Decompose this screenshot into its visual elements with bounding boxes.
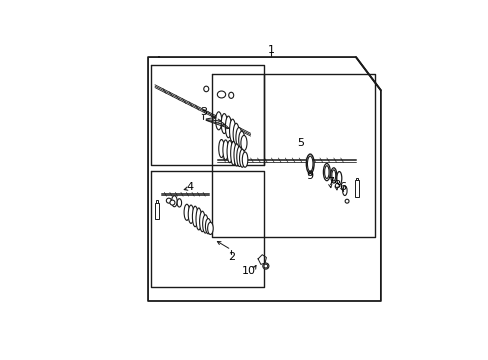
Ellipse shape (323, 163, 329, 181)
Bar (355, 180, 359, 197)
Ellipse shape (331, 170, 335, 181)
Text: 2: 2 (227, 252, 234, 262)
Ellipse shape (330, 168, 336, 183)
Ellipse shape (233, 144, 239, 166)
Ellipse shape (183, 204, 189, 220)
Ellipse shape (241, 135, 246, 150)
Ellipse shape (217, 91, 225, 98)
Ellipse shape (239, 149, 244, 167)
Ellipse shape (188, 205, 193, 223)
Ellipse shape (199, 211, 205, 232)
Text: 1: 1 (267, 45, 274, 55)
Ellipse shape (223, 140, 228, 160)
Ellipse shape (307, 156, 312, 171)
Text: 10: 10 (242, 266, 256, 275)
Ellipse shape (233, 123, 239, 145)
Ellipse shape (192, 206, 198, 227)
Text: 8: 8 (332, 180, 340, 190)
Text: 4: 4 (186, 183, 193, 192)
Bar (154, 203, 159, 219)
Ellipse shape (336, 172, 341, 185)
Ellipse shape (236, 147, 242, 167)
Ellipse shape (171, 196, 177, 207)
Ellipse shape (342, 186, 346, 195)
Ellipse shape (345, 199, 348, 203)
Ellipse shape (238, 131, 244, 149)
Ellipse shape (177, 199, 181, 207)
Ellipse shape (170, 200, 175, 205)
Ellipse shape (226, 140, 232, 163)
Ellipse shape (324, 166, 328, 179)
Text: 5: 5 (296, 138, 304, 148)
Ellipse shape (230, 141, 236, 165)
Ellipse shape (262, 263, 268, 269)
Ellipse shape (203, 86, 208, 92)
Ellipse shape (215, 112, 222, 130)
Text: 7: 7 (326, 177, 333, 187)
Ellipse shape (229, 119, 235, 142)
Bar (355, 177, 358, 180)
Ellipse shape (225, 116, 231, 138)
Ellipse shape (218, 140, 224, 158)
Ellipse shape (205, 219, 210, 234)
Ellipse shape (242, 152, 247, 167)
Text: 9: 9 (306, 171, 313, 181)
Bar (155, 201, 158, 203)
Text: 3: 3 (200, 108, 206, 117)
Ellipse shape (166, 198, 171, 203)
Ellipse shape (305, 154, 313, 174)
Ellipse shape (264, 264, 267, 268)
Ellipse shape (235, 127, 242, 148)
Ellipse shape (196, 208, 201, 230)
Text: 6: 6 (339, 183, 346, 192)
Ellipse shape (207, 222, 213, 234)
Ellipse shape (228, 92, 233, 98)
Ellipse shape (202, 215, 208, 233)
Ellipse shape (221, 114, 227, 134)
